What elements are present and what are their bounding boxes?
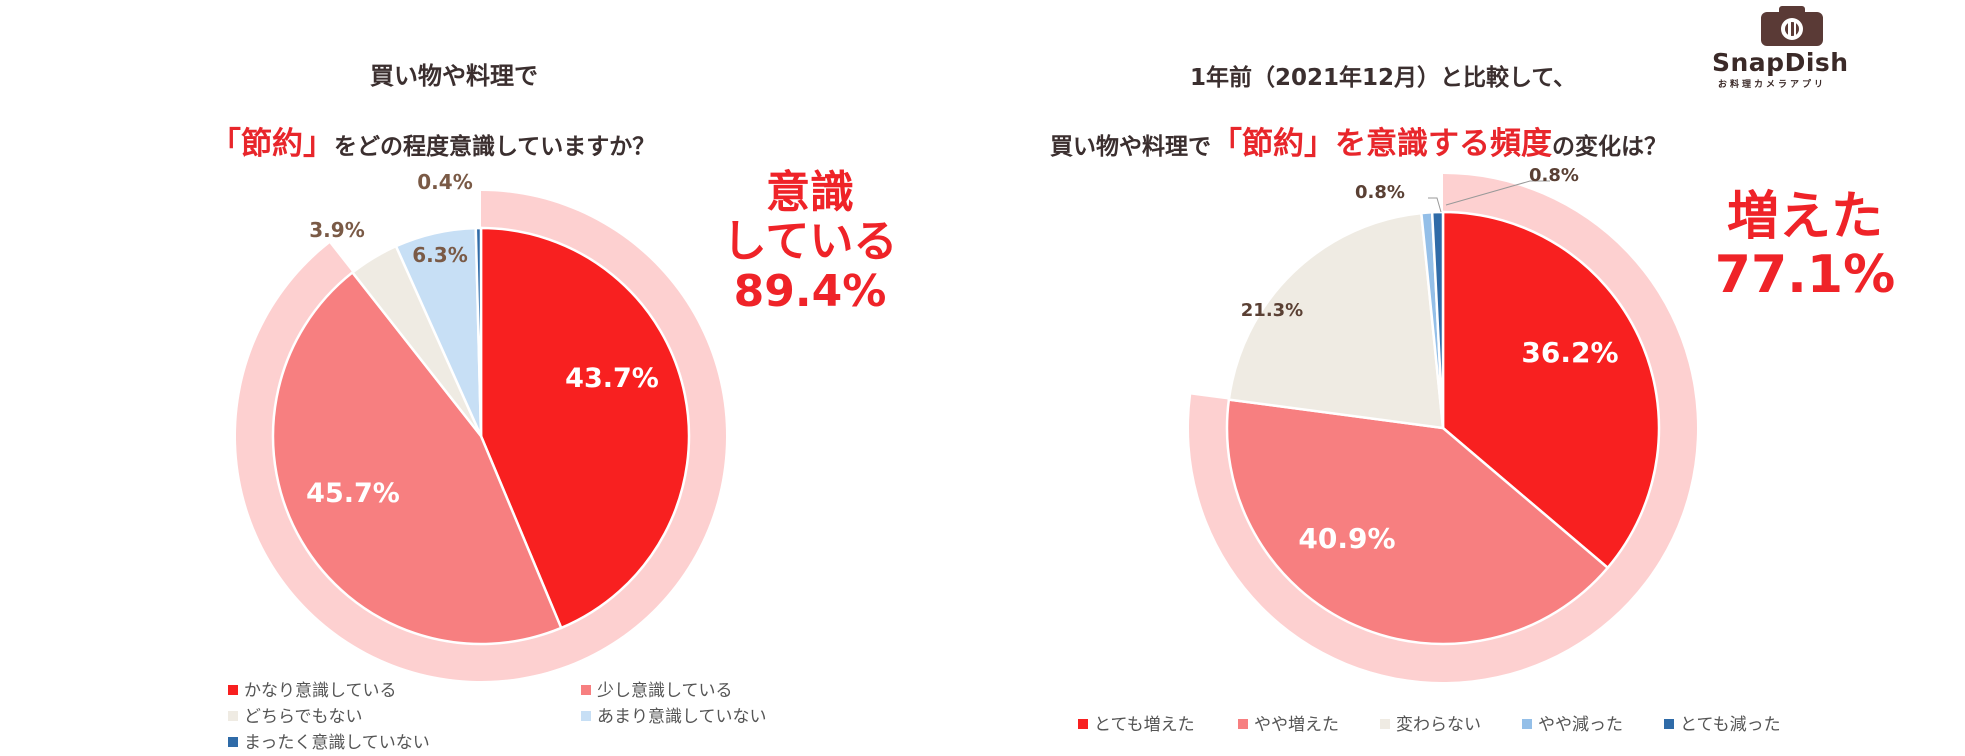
chart1-slice-1 [271, 270, 563, 646]
brand-logo: SnapDish お料理カメラアプリ [1712, 2, 1872, 90]
chart2-data-label-0: 36.2% [1521, 336, 1618, 369]
chart1-data-label-2: 3.9% [309, 218, 364, 242]
brand-name: SnapDish [1712, 48, 1849, 77]
chart1-legend-label-1: 少し意識している [597, 681, 733, 701]
chart2-title-pre: 買い物や料理で [1050, 134, 1211, 160]
chart2-legend-label-4: とても減った [1680, 715, 1781, 735]
chart1-pie: 43.7% 45.7% 3.9% 6.3% 0.4% [235, 170, 726, 681]
chart1-legend-item-0: かなり意識している [228, 676, 397, 701]
chart2-leader-line-3 [1428, 197, 1442, 213]
chart1-slice-4 [474, 226, 483, 437]
chart1-title-highlight: 「節約」 [210, 126, 334, 162]
chart2-legend: とても増えた やや増えた 変わらない やや減った とても減った [1078, 710, 1878, 740]
chart1-legend-item-2: どちらでもない [228, 702, 363, 727]
chart1-callout-value: 89.4% [733, 265, 887, 317]
chart1-legend-swatch-1 [581, 685, 591, 695]
chart2-slice-2 [1227, 211, 1445, 430]
chart1-slice-0 [479, 226, 691, 630]
chart2-legend-item-1: やや増えた [1238, 710, 1339, 735]
chart2-pie: 36.2% 40.9% 21.3% 0.8% 0.8% [1188, 165, 1698, 682]
chart1-legend-item-4: まったく意識していない [228, 728, 430, 753]
chart2-title-line1: 1年前（2021年12月）と比較して、 [1190, 65, 1577, 91]
chart1-title-line1: 買い物や料理で [370, 62, 538, 90]
chart2-legend-swatch-3 [1522, 719, 1532, 729]
chart2-callout: 増えた 77.1% [1680, 187, 1930, 306]
chart2-legend-label-2: 変わらない [1396, 715, 1481, 735]
chart2-slice-0 [1441, 210, 1661, 570]
chart2-legend-label-3: やや減った [1538, 715, 1623, 735]
chart1-data-label-3: 6.3% [412, 243, 467, 267]
chart1-data-label-1: 45.7% [306, 478, 400, 509]
chart2-legend-swatch-2 [1380, 719, 1390, 729]
chart1-legend-swatch-2 [228, 711, 238, 721]
chart1-legend-label-4: まったく意識していない [244, 733, 430, 753]
chart1-legend-swatch-4 [228, 737, 238, 747]
chart2-legend-label-1: やや増えた [1254, 715, 1339, 735]
chart2-data-label-1: 40.9% [1298, 522, 1395, 555]
chart2-title-line2: 買い物や料理で「節約」を意識する頻度の変化は？ [1050, 118, 1667, 163]
brand-tagline: お料理カメラアプリ [1718, 80, 1827, 90]
chart1-data-label-4: 0.4% [417, 170, 472, 194]
chart2-legend-swatch-0 [1078, 719, 1088, 729]
chart2-data-label-4: 0.8% [1529, 165, 1579, 186]
chart1-title-line2: 「節約」をどの程度意識していますか？ [210, 118, 655, 163]
chart2-legend-swatch-4 [1664, 719, 1674, 729]
chart1-legend-swatch-3 [581, 711, 591, 721]
chart2-legend-item-2: 変わらない [1380, 710, 1481, 735]
chart1-legend-item-3: あまり意識していない [581, 702, 767, 727]
chart1-legend-label-0: かなり意識している [244, 681, 397, 701]
chart1-callout-line1: 意識 [766, 167, 854, 218]
chart1-legend-item-1: 少し意識している [581, 676, 733, 701]
chart2-title-highlight: 「節約」を意識する頻度 [1211, 126, 1552, 162]
chart2-leader-line-4 [1445, 180, 1550, 206]
chart2-legend-label-0: とても増えた [1094, 715, 1195, 735]
chart2-legend-swatch-1 [1238, 719, 1248, 729]
chart1-legend-label-2: どちらでもない [244, 707, 363, 727]
chart2-slice-1 [1225, 398, 1610, 646]
chart1-legend-swatch-0 [228, 685, 238, 695]
chart2-title-rest: の変化は？ [1552, 134, 1667, 160]
chart2-legend-item-3: やや減った [1522, 710, 1623, 735]
chart1-callout-line2: している [722, 216, 898, 268]
chart1-callout: 意識 している 89.4% [700, 168, 920, 316]
chart2-legend-item-4: とても減った [1664, 710, 1781, 735]
chart2-callout-value: 77.1% [1714, 245, 1896, 306]
chart1-data-label-0: 43.7% [565, 363, 659, 394]
chart2-slice-4 [1430, 210, 1445, 429]
chart2-callout-line1: 増えた [1726, 187, 1883, 247]
chart2-data-label-3: 0.8% [1355, 182, 1405, 203]
chart2-data-label-2: 21.3% [1241, 300, 1303, 321]
chart1-legend: かなり意識している 少し意識している どちらでもない あまり意識していない まっ… [228, 676, 828, 756]
chart1-legend-label-3: あまり意識していない [597, 707, 767, 727]
camera-icon [1761, 6, 1823, 46]
chart1-title-rest: をどの程度意識していますか？ [334, 134, 656, 160]
chart2-legend-item-0: とても増えた [1078, 710, 1195, 735]
